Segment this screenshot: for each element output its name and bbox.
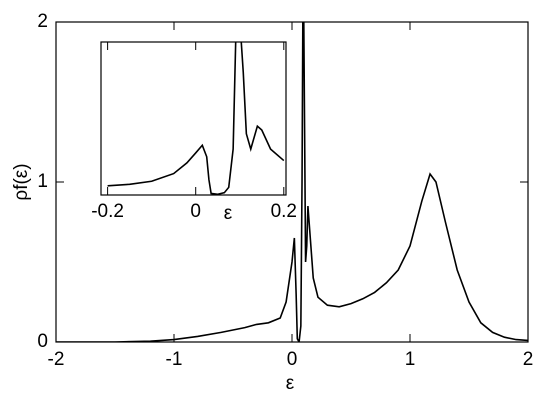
y-tick-label: 0 (37, 331, 48, 352)
plot-area (107, 42, 285, 195)
y-tick-label: 2 (37, 11, 48, 32)
y-tick-label: 1 (37, 171, 48, 192)
x-tick-label: -0.2 (91, 201, 124, 222)
data-line (56, 22, 528, 342)
data-line (107, 42, 285, 195)
x-tick-label: 0.2 (271, 201, 297, 222)
x-tick-label: 0 (190, 201, 201, 222)
x-tick-label: 2 (523, 349, 534, 370)
x-tick-label: 1 (405, 349, 416, 370)
inset-x-axis-label: ε (224, 203, 233, 224)
x-tick-label: -1 (166, 349, 183, 370)
x-axis-label: ε (286, 373, 295, 394)
plot-background (101, 42, 286, 195)
plot-frame (100, 41, 287, 196)
x-tick-label: -2 (48, 349, 65, 370)
x-tick-label: 0 (287, 349, 298, 370)
plot-area (56, 22, 528, 342)
y-axis-label: ρf(ε) (11, 163, 32, 200)
